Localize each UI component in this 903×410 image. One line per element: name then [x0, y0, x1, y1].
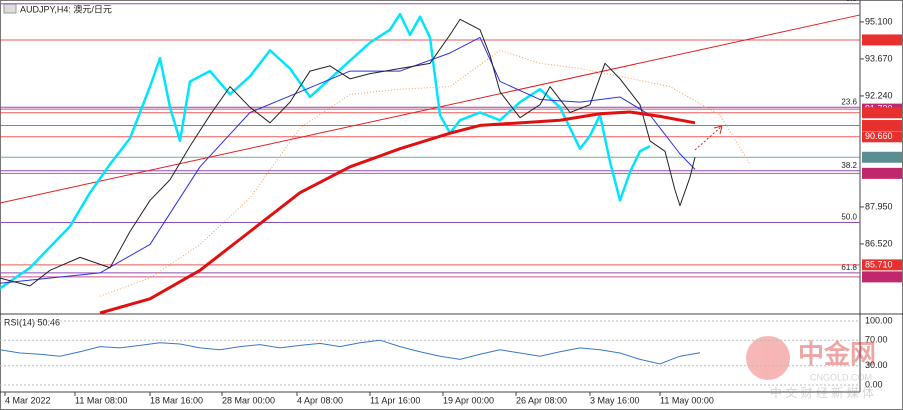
- fib-label: 0.0: [846, 0, 858, 3]
- x-tick-label: 28 Mar 00:00: [222, 395, 275, 405]
- watermark-brand: 中金网: [798, 339, 876, 369]
- x-tick-label: 11 Mar 08:00: [75, 395, 127, 405]
- price-line: [0, 36, 696, 284]
- rsi-tick-label: 30.00: [865, 360, 888, 370]
- price-label-box: [862, 271, 902, 283]
- x-tick-label: 26 Apr 08:00: [516, 395, 567, 405]
- fib-label: 50.0: [841, 213, 857, 222]
- rsi-tick-label: 70.00: [865, 335, 888, 345]
- price-label-box: [862, 167, 902, 179]
- y-tick-label: 93.670: [865, 53, 893, 63]
- price-label-box: [862, 131, 902, 143]
- rsi-tick-label: 0.00: [865, 379, 883, 389]
- fib-label: 38.2: [841, 161, 857, 170]
- watermark-slogan: 中 文 财 经 新 媒 体: [770, 385, 874, 400]
- price-label-box: [862, 120, 902, 132]
- price-label: 90.660: [865, 131, 893, 141]
- watermark-site: CNGOLD.COM: [810, 372, 872, 382]
- rsi-line: [0, 339, 701, 365]
- rsi-tick-label: 100.00: [865, 315, 893, 325]
- fib-label: 23.6: [841, 97, 857, 106]
- chart-title: AUDJPY,H4: 澳元/日元: [20, 3, 112, 14]
- x-tick-label: 11 May 00:00: [660, 395, 714, 405]
- rsi-label: RSI(14) 50.46: [4, 317, 60, 327]
- y-tick-label: 87.950: [865, 201, 893, 211]
- price-label-box: [862, 34, 902, 46]
- fib-label: 61.8: [841, 263, 857, 272]
- price-line: [0, 12, 651, 290]
- price-label: 85.710: [865, 259, 893, 269]
- y-tick-label: 95.100: [865, 16, 893, 26]
- watermark-logo: [746, 336, 790, 380]
- symbol-icon: [3, 3, 17, 14]
- price-label-box: [862, 259, 902, 271]
- x-tick-label: 4 Mar 2022: [5, 395, 51, 405]
- watermark: 中金网 CNGOLD.COM 中 文 财 经 新 媒 体: [746, 336, 876, 400]
- x-tick-label: 4 Apr 08:00: [297, 395, 343, 405]
- x-tick-label: 19 Apr 00:00: [443, 395, 494, 405]
- price-line: [0, 18, 696, 287]
- x-tick-label: 11 Apr 16:00: [370, 395, 420, 405]
- y-tick-label: 92.240: [865, 90, 893, 100]
- trendline: [0, 14, 861, 204]
- price-line: [99, 110, 696, 315]
- price-label-box: [862, 151, 902, 163]
- y-tick-label: 86.520: [865, 238, 893, 248]
- price-label-box: [862, 107, 902, 119]
- x-tick-label: 18 Mar 16:00: [150, 395, 203, 405]
- x-tick-label: 3 May 16:00: [590, 395, 640, 405]
- arrow-head: [713, 125, 723, 135]
